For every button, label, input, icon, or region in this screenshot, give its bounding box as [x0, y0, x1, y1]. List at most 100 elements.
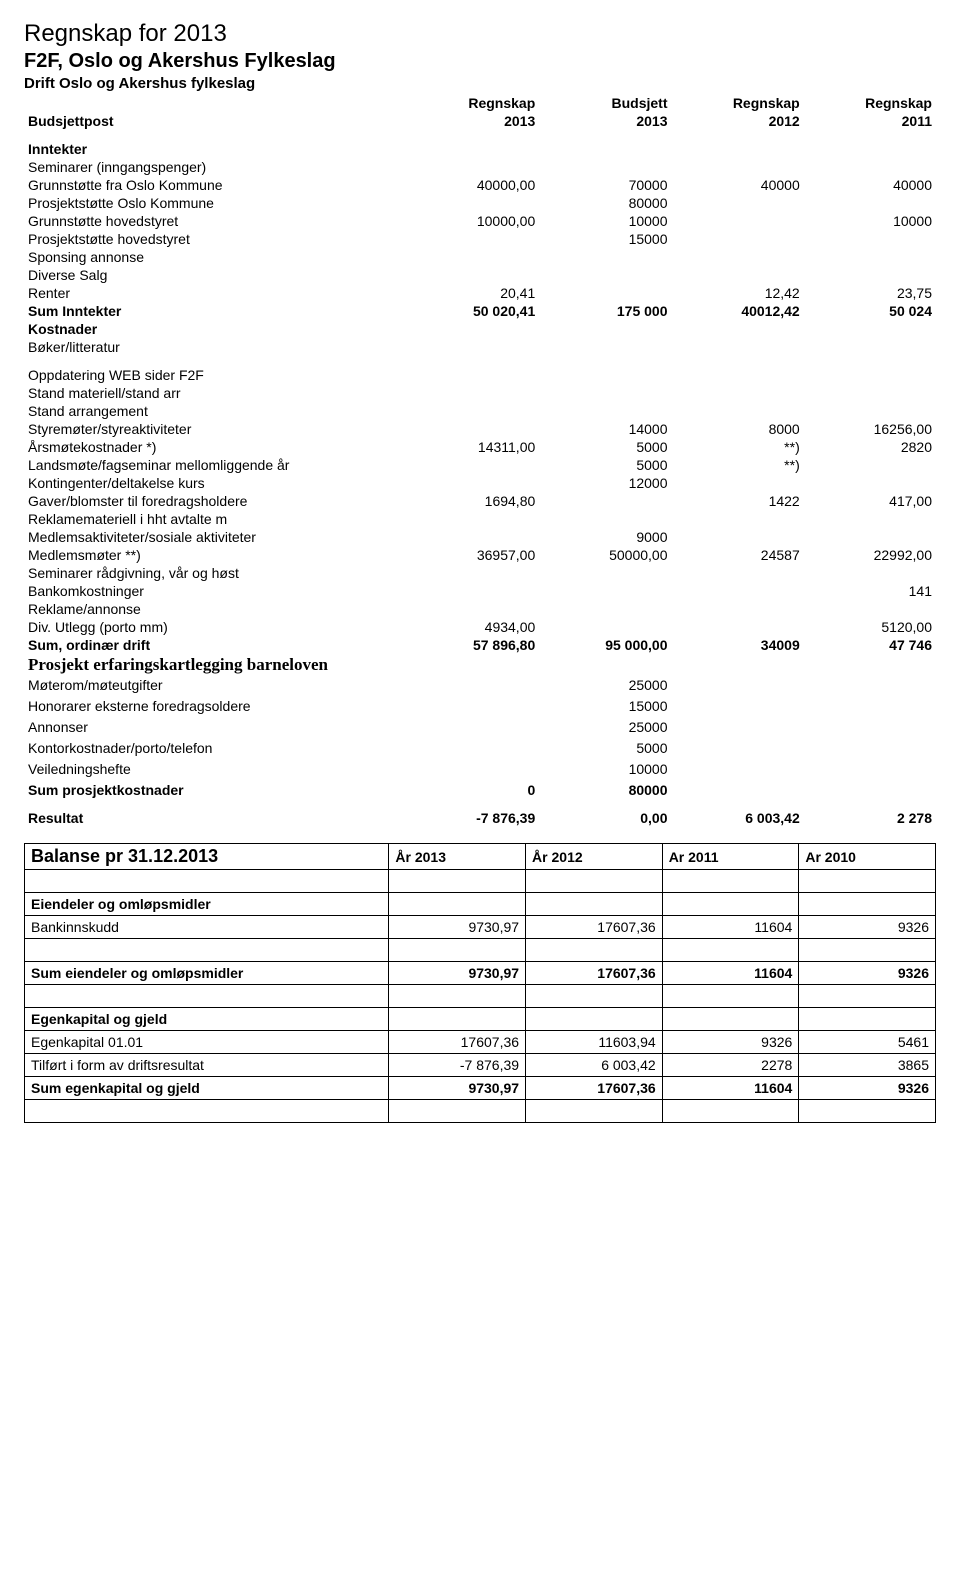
balance-row	[25, 939, 936, 962]
row-label: Sponsing annonse	[24, 248, 407, 266]
row-label: Stand materiell/stand arr	[24, 384, 407, 402]
row-val	[407, 194, 539, 212]
table-row: Kontorkostnader/porto/telefon5000	[24, 739, 936, 760]
row-val: 40000,00	[407, 176, 539, 194]
row-label: Bankomkostninger	[24, 582, 407, 600]
row-val	[407, 564, 539, 582]
row-val	[804, 456, 936, 474]
balance-row-label: Egenkapital 01.01	[25, 1031, 389, 1054]
row-val	[804, 718, 936, 739]
row-val	[804, 697, 936, 718]
balance-row-val: 17607,36	[389, 1031, 526, 1054]
row-val	[407, 739, 539, 760]
row-val: 20,41	[407, 284, 539, 302]
row-val: 141	[804, 582, 936, 600]
balance-row: Egenkapital 01.0117607,3611603,949326546…	[25, 1031, 936, 1054]
row-label: Prosjektstøtte hovedstyret	[24, 230, 407, 248]
colhdr: 2012	[672, 112, 804, 130]
row-val	[804, 366, 936, 384]
table-row: Landsmøte/fagseminar mellomliggende år50…	[24, 456, 936, 474]
sum-label: Sum Inntekter	[24, 302, 407, 320]
balance-title: Balanse pr 31.12.2013	[25, 844, 389, 870]
balance-colhdr: Ar 2011	[662, 844, 799, 870]
row-label: Div. Utlegg (porto mm)	[24, 618, 407, 636]
table-row: Oppdatering WEB sider F2F	[24, 366, 936, 384]
balance-colhdr: År 2013	[389, 844, 526, 870]
row-val	[407, 338, 539, 356]
row-label: Bøker/litteratur	[24, 338, 407, 356]
row-val	[672, 739, 804, 760]
row-val	[539, 564, 671, 582]
balance-section-hdr: Egenkapital og gjeld	[25, 1008, 389, 1031]
balance-row-val: 9326	[662, 1031, 799, 1054]
row-val: **)	[672, 456, 804, 474]
row-val	[672, 582, 804, 600]
section-hdr-costs: Kostnader	[24, 320, 936, 338]
table-row: Honorarer eksterne foredragsoldere15000	[24, 697, 936, 718]
balance-row: Eiendeler og omløpsmidler	[25, 893, 936, 916]
row-val	[539, 510, 671, 528]
table-row: Prosjektstøtte Oslo Kommune80000	[24, 194, 936, 212]
table-row: Bøker/litteratur	[24, 338, 936, 356]
row-val	[672, 212, 804, 230]
row-val	[804, 230, 936, 248]
row-val	[407, 366, 539, 384]
row-val: **)	[672, 438, 804, 456]
row-val: 5000	[539, 739, 671, 760]
org-title: F2F, Oslo og Akershus Fylkeslag	[24, 50, 936, 73]
table-row: Prosjektstøtte hovedstyret15000	[24, 230, 936, 248]
result-val: 6 003,42	[672, 809, 804, 827]
row-label: Renter	[24, 284, 407, 302]
row-val: 9000	[539, 528, 671, 546]
row-val	[539, 158, 671, 176]
result-val: -7 876,39	[407, 809, 539, 827]
row-val	[672, 474, 804, 492]
row-val	[672, 697, 804, 718]
table-row: Seminarer rådgivning, vår og høst	[24, 564, 936, 582]
row-label: Styremøter/styreaktiviteter	[24, 420, 407, 438]
row-label: Reklamemateriell i hht avtalte m	[24, 510, 407, 528]
balance-table: Balanse pr 31.12.2013 År 2013 År 2012 Ar…	[24, 843, 936, 1123]
row-val: 25000	[539, 676, 671, 697]
row-label: Årsmøtekostnader *)	[24, 438, 407, 456]
row-val	[672, 510, 804, 528]
sum-val: 0	[407, 781, 539, 799]
table-row: Diverse Salg	[24, 266, 936, 284]
balance-row	[25, 985, 936, 1008]
row-val	[672, 194, 804, 212]
row-val: 40000	[804, 176, 936, 194]
row-val	[804, 474, 936, 492]
row-val: 2820	[804, 438, 936, 456]
table-row: Styremøter/styreaktiviteter1400080001625…	[24, 420, 936, 438]
row-val	[539, 618, 671, 636]
sum-label: Sum prosjektkostnader	[24, 781, 407, 799]
balance-row-label: Tilført i form av driftsresultat	[25, 1054, 389, 1077]
balance-row: Egenkapital og gjeld	[25, 1008, 936, 1031]
row-val: 1422	[672, 492, 804, 510]
table-row: Grunnstøtte fra Oslo Kommune40000,007000…	[24, 176, 936, 194]
row-val	[407, 402, 539, 420]
row-val: 24587	[672, 546, 804, 564]
row-val	[539, 248, 671, 266]
table-row: Div. Utlegg (porto mm)4934,005120,00	[24, 618, 936, 636]
row-val: 36957,00	[407, 546, 539, 564]
row-val: 5120,00	[804, 618, 936, 636]
balance-row-val: 11603,94	[526, 1031, 663, 1054]
row-val	[804, 676, 936, 697]
balance-row: Sum egenkapital og gjeld9730,9717607,361…	[25, 1077, 936, 1100]
balance-row-val: 17607,36	[526, 1077, 663, 1100]
row-label: Stand arrangement	[24, 402, 407, 420]
balance-row-val: 9326	[799, 916, 936, 939]
row-label: Seminarer rådgivning, vår og høst	[24, 564, 407, 582]
balance-row-val: 3865	[799, 1054, 936, 1077]
row-val: 10000	[539, 212, 671, 230]
sum-val: 57 896,80	[407, 636, 539, 654]
row-val: 5000	[539, 456, 671, 474]
balance-row-val: 9730,97	[389, 962, 526, 985]
row-val	[407, 266, 539, 284]
row-val	[407, 384, 539, 402]
colhdr: 2011	[804, 112, 936, 130]
balance-row-val: 6 003,42	[526, 1054, 663, 1077]
row-val	[672, 230, 804, 248]
row-val	[672, 618, 804, 636]
